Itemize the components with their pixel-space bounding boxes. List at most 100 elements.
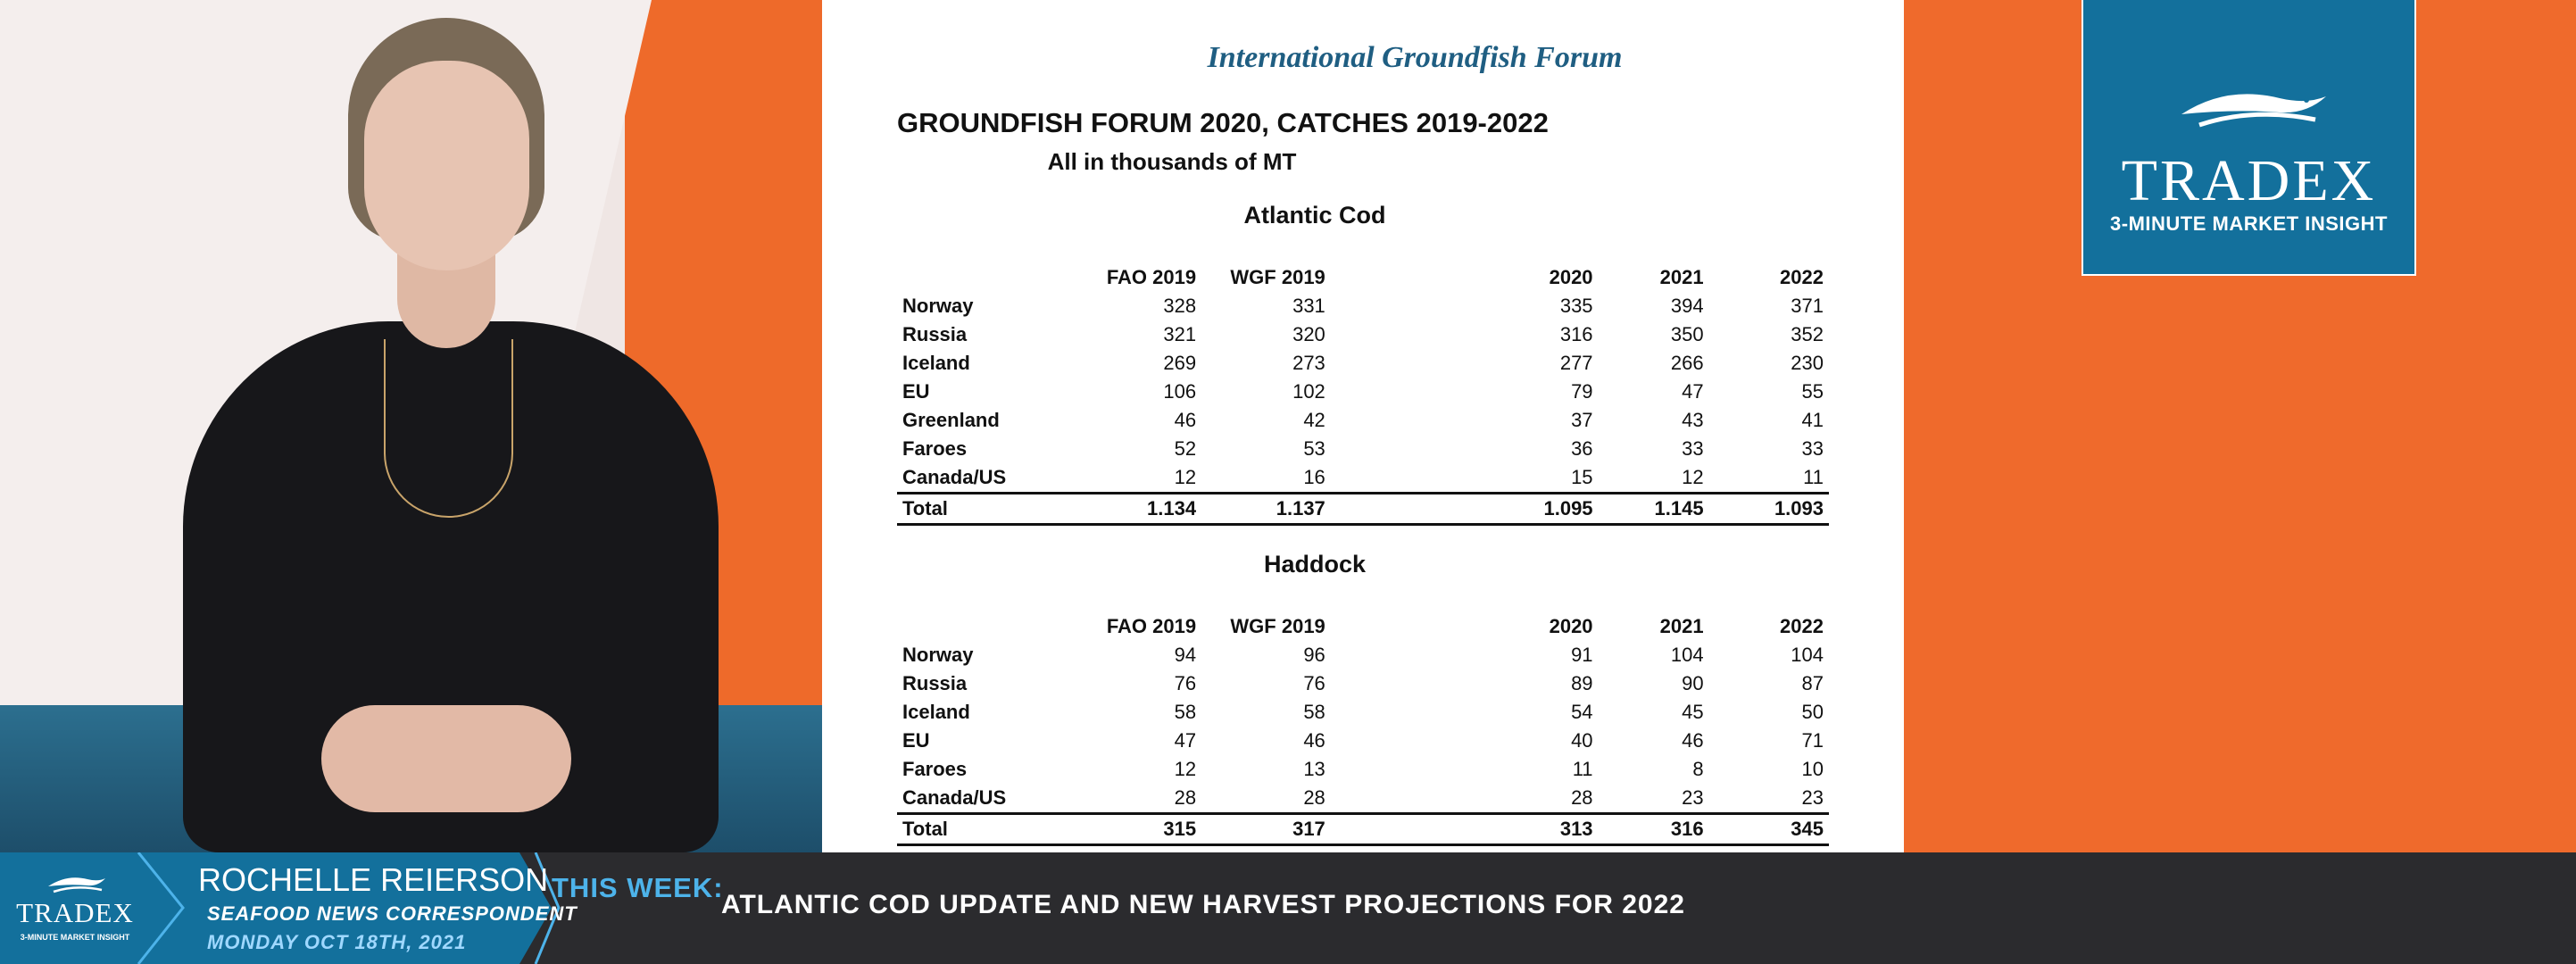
value-cell: 42 <box>1303 409 1325 431</box>
value-cell: 10 <box>1801 758 1824 780</box>
value-cell: 266 <box>1670 352 1704 374</box>
tradex-wordmark: TRADEX <box>2121 148 2377 213</box>
country-cell: Greenland <box>902 409 1000 431</box>
broadcast-date: MONDAY OCT 18TH, 2021 <box>207 931 467 953</box>
value-cell: 1.134 <box>1081 492 1202 526</box>
column-header: 2021 <box>1659 266 1704 288</box>
value-cell: 41 <box>1801 409 1824 431</box>
cell-gap <box>1331 755 1469 784</box>
section-title-atlantic-cod: Atlantic Cod <box>1243 202 1386 229</box>
value-cell: 52 <box>1174 437 1197 460</box>
table-header-row: FAO 2019 WGF 2019 2020 2021 2022 <box>897 612 1829 641</box>
lower-third-tagline: 3-MINUTE MARKET INSIGHT <box>20 933 130 942</box>
column-header: WGF 2019 <box>1230 615 1325 637</box>
value-cell: 230 <box>1791 352 1824 374</box>
table-row: Faroes 12 13 11 8 10 <box>897 755 1829 784</box>
value-cell: 394 <box>1670 295 1704 317</box>
table-row: Russia 321 320 316 350 352 <box>897 320 1829 349</box>
value-cell: 1.145 <box>1598 492 1709 526</box>
table-body: Norway 328 331 335 394 371 Russia 321 320 316 350 3… <box>897 292 1829 526</box>
cell-gap <box>1330 812 1469 846</box>
cell-gap <box>1331 378 1469 406</box>
value-cell: 16 <box>1303 466 1325 488</box>
this-week-label: THIS WEEK: <box>552 872 724 903</box>
chevron-separator-icon <box>534 852 561 964</box>
value-cell: 90 <box>1682 672 1704 694</box>
table-row: Norway 328 331 335 394 371 <box>897 292 1829 320</box>
value-cell: 87 <box>1801 672 1824 694</box>
value-cell: 12 <box>1174 758 1197 780</box>
tradex-logo-box: TRADEX 3-MINUTE MARKET INSIGHT <box>2082 0 2416 276</box>
headline: ATLANTIC COD UPDATE AND NEW HARVEST PROJ… <box>721 890 1685 919</box>
value-cell: 1.095 <box>1468 492 1599 526</box>
table-row: Iceland 58 58 54 45 50 <box>897 698 1829 727</box>
value-cell: 1.137 <box>1201 492 1331 526</box>
country-cell: Canada/US <box>902 786 1007 809</box>
country-cell: Iceland <box>902 701 970 723</box>
total-label: Total <box>897 492 1082 526</box>
table-row: EU 106 102 79 47 55 <box>897 378 1829 406</box>
total-label: Total <box>897 812 1082 846</box>
value-cell: 335 <box>1559 295 1593 317</box>
country-cell: Canada/US <box>902 466 1007 488</box>
value-cell: 345 <box>1708 812 1829 846</box>
value-cell: 317 <box>1201 812 1331 846</box>
table-body: Norway 94 96 91 104 104 Russia 76 76 89 90 87 Icelan… <box>897 641 1829 846</box>
value-cell: 371 <box>1791 295 1824 317</box>
section-title-haddock: Haddock <box>1263 551 1367 578</box>
table-row: Canada/US 12 16 15 12 11 <box>897 463 1829 494</box>
table-row: Faroes 52 53 36 33 33 <box>897 435 1829 463</box>
country-cell: Iceland <box>902 352 970 374</box>
document-title: GROUNDFISH FORUM 2020, CATCHES 2019-2022 <box>897 107 1549 138</box>
value-cell: 45 <box>1682 701 1704 723</box>
tradex-tagline: 3-MINUTE MARKET INSIGHT <box>2110 212 2388 235</box>
cell-gap <box>1331 463 1469 494</box>
column-header: 2020 <box>1549 615 1593 637</box>
table-row: Greenland 46 42 37 43 41 <box>897 406 1829 435</box>
value-cell: 96 <box>1303 644 1325 666</box>
presenter-role: SEAFOOD NEWS CORRESPONDENT <box>207 902 578 925</box>
header-gap <box>1331 612 1469 641</box>
country-cell: EU <box>902 729 930 752</box>
value-cell: 71 <box>1801 729 1824 752</box>
presenter-hands <box>321 705 571 812</box>
value-cell: 47 <box>1174 729 1197 752</box>
table-row: Norway 94 96 91 104 104 <box>897 641 1829 669</box>
value-cell: 76 <box>1303 672 1325 694</box>
cell-gap <box>1331 698 1469 727</box>
cell-gap <box>1331 727 1469 755</box>
value-cell: 37 <box>1571 409 1593 431</box>
total-row: Total 315 317 313 316 345 <box>897 812 1829 846</box>
value-cell: 46 <box>1303 729 1325 752</box>
name-panel <box>150 852 552 964</box>
value-cell: 320 <box>1292 323 1325 345</box>
value-cell: 54 <box>1571 701 1593 723</box>
table-row: Iceland 269 273 277 266 230 <box>897 349 1829 378</box>
column-header: FAO 2019 <box>1106 615 1197 637</box>
value-cell: 11 <box>1803 466 1824 488</box>
cell-gap <box>1331 292 1469 320</box>
cell-gap <box>1331 320 1469 349</box>
country-cell: EU <box>902 380 930 403</box>
header-blank <box>897 263 1082 292</box>
value-cell: 50 <box>1801 701 1824 723</box>
column-header: 2021 <box>1659 615 1704 637</box>
value-cell: 104 <box>1670 644 1704 666</box>
value-cell: 104 <box>1791 644 1824 666</box>
cell-gap <box>1331 669 1469 698</box>
chevron-divider-icon <box>137 852 185 964</box>
country-cell: Russia <box>902 672 968 694</box>
cell-gap <box>1331 435 1469 463</box>
presenter-face <box>364 61 529 270</box>
column-header: 2022 <box>1780 266 1824 288</box>
value-cell: 53 <box>1303 437 1325 460</box>
value-cell: 47 <box>1682 380 1704 403</box>
value-cell: 43 <box>1682 409 1704 431</box>
value-cell: 12 <box>1682 466 1704 488</box>
value-cell: 23 <box>1682 786 1704 809</box>
column-header: WGF 2019 <box>1230 266 1325 288</box>
country-cell: Norway <box>902 644 974 666</box>
country-cell: Russia <box>902 323 968 345</box>
presenter-name: ROCHELLE REIERSON <box>198 861 549 898</box>
value-cell: 269 <box>1163 352 1197 374</box>
